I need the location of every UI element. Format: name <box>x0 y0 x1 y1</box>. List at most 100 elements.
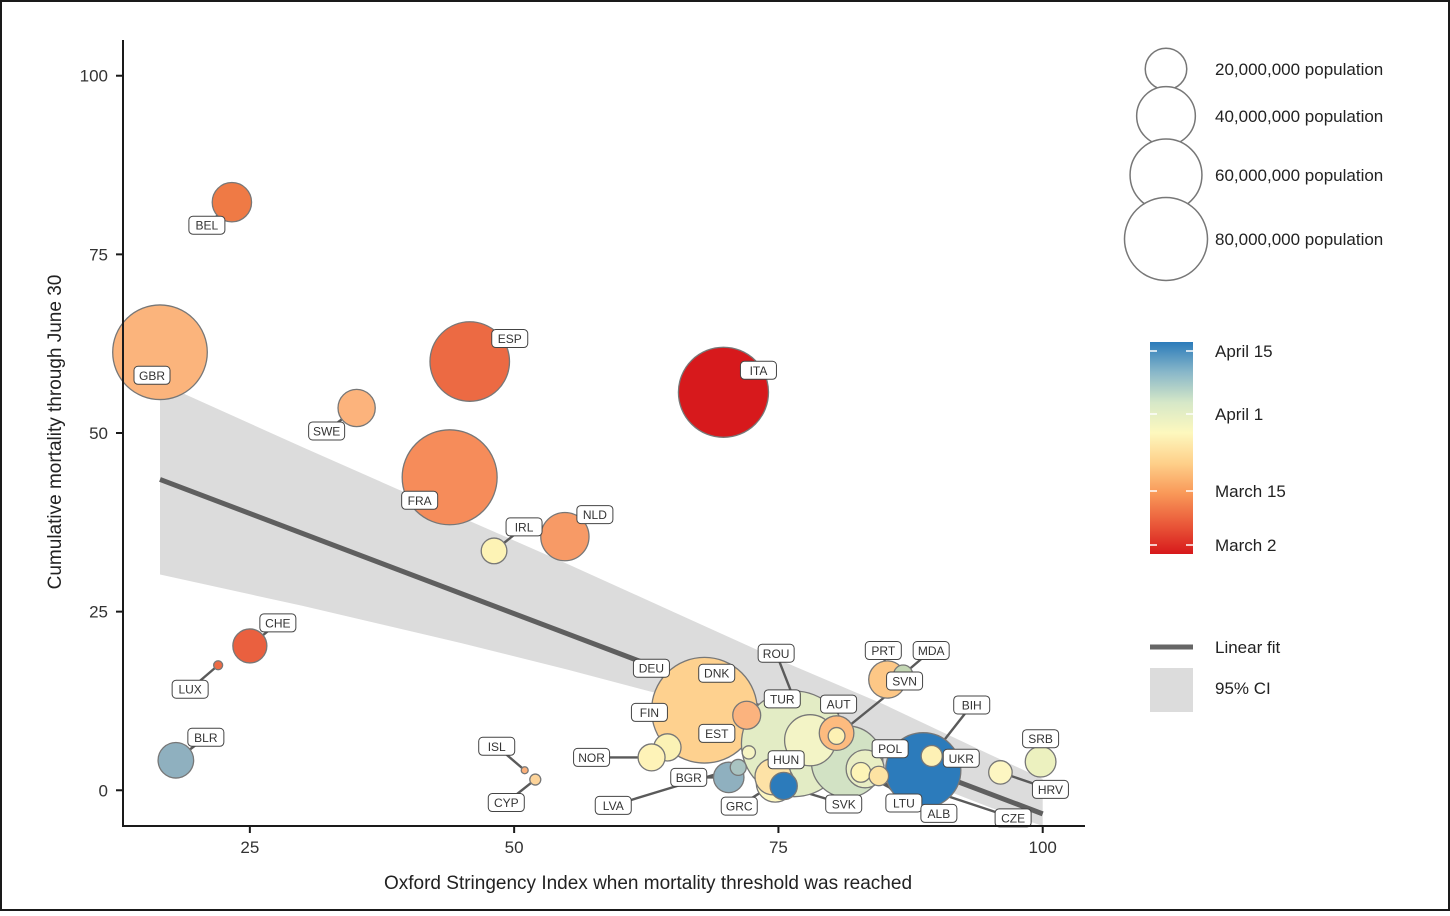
point-label-box <box>864 641 902 661</box>
ci-legend-swatch <box>1150 668 1193 712</box>
data-point-irl <box>480 537 508 565</box>
point-label-cyp: CYP <box>487 793 525 813</box>
size-legend-label: 80,000,000 population <box>1215 230 1383 249</box>
data-point-nld <box>540 511 590 562</box>
point-label-bih: BIH <box>953 695 991 715</box>
point-label-box <box>491 329 529 349</box>
colorbar <box>1150 342 1193 554</box>
point-label-box <box>478 736 516 756</box>
point-label-box <box>1022 729 1060 749</box>
colorbar-tick-label: March 15 <box>1215 482 1286 501</box>
point-label-srb: SRB <box>1022 729 1060 749</box>
point-label-hrv: HRV <box>1031 779 1069 799</box>
x-tick-label: 100 <box>1029 838 1057 857</box>
point-label-box <box>767 750 805 770</box>
point-label-che: CHE <box>259 613 297 633</box>
point-label-box <box>871 739 909 759</box>
point-label-text: LTU <box>893 796 915 810</box>
point-label-dnk: DNK <box>698 663 736 683</box>
point-label-text: FIN <box>640 706 659 720</box>
data-point-lva <box>729 758 747 777</box>
color-legend: April 15 April 1 March 15 March 2 <box>1150 342 1286 555</box>
point-label-text: HRV <box>1038 783 1063 797</box>
data-point-est <box>741 745 757 760</box>
point-label-blr: BLR <box>187 727 225 747</box>
fit-legend-label: Linear fit <box>1215 638 1280 657</box>
size-legend: 20,000,000 population 40,000,000 populati… <box>1123 47 1383 282</box>
point-label-text: POL <box>878 742 902 756</box>
size-legend-circle <box>1123 196 1209 282</box>
point-label-fin: FIN <box>630 702 668 722</box>
point-label-box <box>133 365 171 385</box>
y-tick-label: 25 <box>89 603 108 622</box>
point-label-box <box>698 723 736 743</box>
point-label-text: AUT <box>827 698 852 712</box>
size-legend-label: 40,000,000 population <box>1215 107 1383 126</box>
point-label-box <box>401 490 439 510</box>
point-label-cze: CZE <box>994 808 1032 828</box>
point-label-text: GBR <box>139 369 165 383</box>
data-point-dnk <box>732 700 762 730</box>
point-label-deu: DEU <box>632 658 670 678</box>
point-label-box <box>188 215 226 235</box>
point-label-text: SVK <box>832 797 856 811</box>
data-point-fra <box>401 429 498 526</box>
data-point-blr <box>157 741 195 779</box>
point-label-text: BEL <box>196 219 219 233</box>
point-label-text: PRT <box>871 644 895 658</box>
point-label-fra: FRA <box>401 490 439 510</box>
point-label-box <box>720 796 758 816</box>
point-label-text: HUN <box>773 753 799 767</box>
y-tick-label: 75 <box>89 245 108 264</box>
point-label-text: NLD <box>583 508 607 522</box>
point-label-text: CHE <box>265 616 290 630</box>
data-point-bel <box>211 181 253 223</box>
point-label-bel: BEL <box>188 215 226 235</box>
point-label-tur: TUR <box>763 689 801 709</box>
point-label-text: ESP <box>498 332 522 346</box>
point-label-text: UKR <box>949 752 975 766</box>
point-label-text: DEU <box>639 662 664 676</box>
point-label-box <box>630 702 668 722</box>
colorbar-tick-label: March 2 <box>1215 536 1276 555</box>
point-label-box <box>1031 779 1069 799</box>
point-label-text: BIH <box>962 698 982 712</box>
point-label-gbr: GBR <box>133 365 171 385</box>
point-label-ita: ITA <box>739 360 777 380</box>
data-point-srb <box>1024 745 1057 778</box>
point-label-svk: SVK <box>825 794 863 814</box>
point-label-ukr: UKR <box>942 748 980 768</box>
point-label-ltu: LTU <box>885 793 923 813</box>
point-label-box <box>259 613 297 633</box>
point-label-box <box>953 695 991 715</box>
size-legend-circle <box>1144 47 1188 91</box>
point-label-text: ROU <box>763 647 790 661</box>
point-label-svn: SVN <box>886 671 924 691</box>
point-label-box <box>825 794 863 814</box>
y-ticks-layer: 0 25 50 75 100 <box>80 67 123 800</box>
point-label-est: EST <box>698 723 736 743</box>
data-point-swe <box>337 388 376 428</box>
point-label-text: ISL <box>488 740 506 754</box>
data-point-che <box>232 628 268 664</box>
point-label-text: BGR <box>676 771 702 785</box>
point-label-text: GRC <box>726 800 753 814</box>
point-label-hun: HUN <box>767 750 805 770</box>
data-point-nor <box>637 743 666 772</box>
point-label-bgr: BGR <box>670 767 708 787</box>
x-axis-title: Oxford Stringency Index when mortality t… <box>384 873 912 894</box>
point-label-text: ITA <box>750 364 768 378</box>
point-label-irl: IRL <box>505 517 543 537</box>
y-tick-label: 50 <box>89 424 108 443</box>
colorbar-tick-label: April 1 <box>1215 405 1263 424</box>
point-label-text: BLR <box>194 731 218 745</box>
point-label-box <box>820 694 858 714</box>
x-tick-label: 50 <box>505 838 524 857</box>
point-label-aut: AUT <box>820 694 858 714</box>
y-tick-label: 0 <box>99 781 108 800</box>
point-label-box <box>920 803 958 823</box>
data-point-lux <box>213 660 224 671</box>
point-label-box <box>505 517 543 537</box>
point-label-rou: ROU <box>757 643 795 663</box>
point-label-box <box>171 679 209 699</box>
